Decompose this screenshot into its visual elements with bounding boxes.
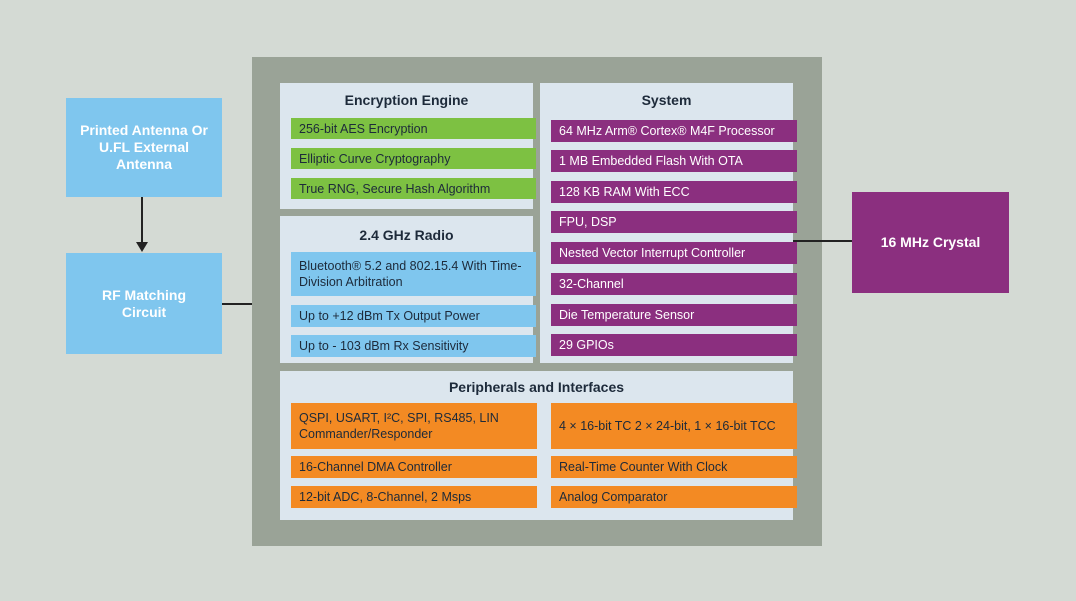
peripheral-item: Analog Comparator bbox=[551, 486, 797, 508]
radio-item: Up to +12 dBm Tx Output Power bbox=[291, 305, 536, 327]
system-item: 1 MB Embedded Flash With OTA bbox=[551, 150, 797, 172]
antenna-block: Printed Antenna Or U.FL External Antenna bbox=[66, 98, 222, 197]
peripherals-title: Peripherals and Interfaces bbox=[448, 379, 625, 395]
encryption-item: 256-bit AES Encryption bbox=[291, 118, 536, 139]
radio-item: Bluetooth® 5.2 and 802.15.4 With Time-Di… bbox=[291, 252, 536, 296]
system-item: 64 MHz Arm® Cortex® M4F Processor bbox=[551, 120, 797, 142]
encryption-item: True RNG, Secure Hash Algorithm bbox=[291, 178, 536, 199]
system-item: Nested Vector Interrupt Controller bbox=[551, 242, 797, 264]
system-title: System bbox=[641, 92, 692, 108]
system-item: FPU, DSP bbox=[551, 211, 797, 233]
system-item: 32-Channel bbox=[551, 273, 797, 295]
peripheral-item: QSPI, USART, I²C, SPI, RS485, LIN Comman… bbox=[291, 403, 537, 449]
system-panel: System 64 MHz Arm® Cortex® M4F Processor… bbox=[540, 83, 797, 363]
system-item: 29 GPIOs bbox=[551, 334, 797, 356]
rf-label: RF Matching Circuit bbox=[102, 286, 186, 320]
encryption-panel: Encryption Engine 256-bit AES Encryption… bbox=[280, 83, 536, 209]
encryption-item: Elliptic Curve Cryptography bbox=[291, 148, 536, 169]
rf-connector bbox=[222, 303, 280, 305]
arrow-head-icon bbox=[136, 242, 148, 252]
radio-item: Up to - 103 dBm Rx Sensitivity bbox=[291, 335, 536, 357]
crystal-label: 16 MHz Crystal bbox=[880, 234, 981, 250]
arrow-line bbox=[141, 197, 143, 243]
radio-title: 2.4 GHz Radio bbox=[359, 227, 454, 243]
peripheral-item: 12-bit ADC, 8-Channel, 2 Msps bbox=[291, 486, 537, 508]
crystal-connector bbox=[793, 240, 852, 242]
rf-matching-block: RF Matching Circuit bbox=[66, 253, 222, 354]
radio-panel: 2.4 GHz Radio Bluetooth® 5.2 and 802.15.… bbox=[280, 216, 536, 363]
peripheral-item: Real-Time Counter With Clock bbox=[551, 456, 797, 478]
peripheral-item: 16-Channel DMA Controller bbox=[291, 456, 537, 478]
encryption-title: Encryption Engine bbox=[344, 92, 469, 108]
system-item: 128 KB RAM With ECC bbox=[551, 181, 797, 203]
peripheral-item: 4 × 16-bit TC 2 × 24-bit, 1 × 16-bit TCC bbox=[551, 403, 797, 449]
system-item: Die Temperature Sensor bbox=[551, 304, 797, 326]
peripherals-panel: Peripherals and Interfaces QSPI, USART, … bbox=[280, 371, 797, 520]
antenna-label: Printed Antenna Or U.FL External Antenna bbox=[80, 122, 208, 172]
crystal-block: 16 MHz Crystal bbox=[852, 192, 1009, 293]
